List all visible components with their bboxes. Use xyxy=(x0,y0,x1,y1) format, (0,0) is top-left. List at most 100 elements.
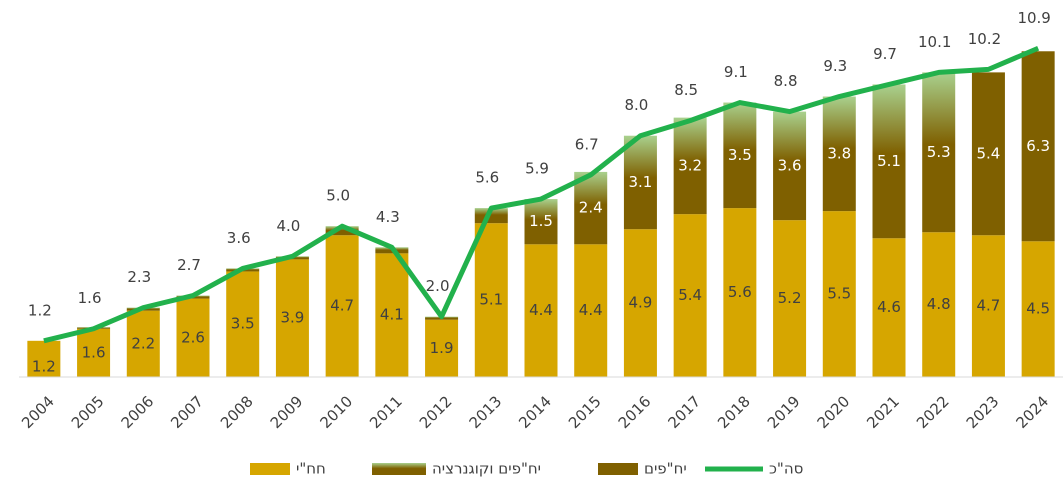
x-tick-label: 2007 xyxy=(167,392,207,432)
x-tick-label: 2004 xyxy=(18,392,58,432)
data-label: 3.5 xyxy=(728,146,752,164)
data-label: 4.8 xyxy=(927,295,951,313)
bar-segment xyxy=(872,238,906,377)
data-label: 2.0 xyxy=(426,277,450,295)
x-tick-label: 2016 xyxy=(615,392,655,432)
bar-segment xyxy=(922,232,956,377)
data-label: 5.9 xyxy=(525,160,549,178)
bar-segment xyxy=(723,102,757,209)
data-label: 4.4 xyxy=(579,301,603,319)
x-tick-label: 2021 xyxy=(863,392,903,432)
bar-segment xyxy=(1021,51,1055,242)
bar-segment xyxy=(126,310,160,377)
bar-segment xyxy=(872,84,906,239)
bar-segment xyxy=(971,235,1005,377)
data-label: 5.6 xyxy=(475,169,499,187)
data-label: 1.6 xyxy=(78,289,102,307)
data-label: 4.6 xyxy=(877,298,901,316)
legend-swatch xyxy=(372,463,426,475)
data-label: 3.6 xyxy=(778,156,802,174)
x-tick-label: 2014 xyxy=(515,392,555,432)
bar-segment xyxy=(524,199,558,245)
data-label: 10.2 xyxy=(968,30,1001,48)
x-tick-label: 2020 xyxy=(814,392,854,432)
data-label: 10.1 xyxy=(918,33,951,51)
data-label: 8.0 xyxy=(624,96,648,114)
data-label: 2.6 xyxy=(181,328,205,346)
bar-segment xyxy=(723,208,757,377)
bar-segment xyxy=(275,259,309,377)
bar-segment xyxy=(1021,241,1055,377)
data-label: 8.5 xyxy=(674,81,698,99)
x-tick-label: 2008 xyxy=(217,392,257,432)
data-label: 3.1 xyxy=(628,173,652,191)
bar-segment xyxy=(922,72,956,233)
bar-segment xyxy=(673,214,707,377)
legend-label: חח"י xyxy=(296,460,326,478)
x-tick-label: 2005 xyxy=(68,392,108,432)
bar-segment xyxy=(226,271,260,377)
data-label: 3.5 xyxy=(231,315,255,333)
data-label: 4.1 xyxy=(380,306,404,324)
data-label: 2.2 xyxy=(131,334,155,352)
bar-segment xyxy=(27,340,61,377)
bar-segment xyxy=(325,235,359,377)
data-label: 1.2 xyxy=(32,357,56,375)
data-label: 3.2 xyxy=(678,156,702,174)
x-tick-label: 2022 xyxy=(913,392,953,432)
data-label: 3.9 xyxy=(280,309,304,327)
x-tick-label: 2018 xyxy=(714,392,754,432)
data-label: 3.8 xyxy=(827,144,851,162)
data-label: 5.1 xyxy=(479,291,503,309)
data-label: 4.5 xyxy=(1026,300,1050,318)
data-label: 9.1 xyxy=(724,63,748,81)
data-label: 6.7 xyxy=(575,135,599,153)
x-tick-label: 2013 xyxy=(466,392,506,432)
data-label: 4.0 xyxy=(276,217,300,235)
x-tick-label: 2012 xyxy=(416,392,456,432)
data-label: 5.5 xyxy=(827,285,851,303)
bar-segment xyxy=(474,223,508,377)
legend-label: יח"פים וקוגנרציה xyxy=(432,460,541,478)
data-label: 6.3 xyxy=(1026,137,1050,155)
x-tick-label: 2019 xyxy=(764,392,804,432)
data-label: 5.1 xyxy=(877,152,901,170)
x-tick-label: 2011 xyxy=(366,392,406,432)
data-label: 2.4 xyxy=(579,199,603,217)
bar-segment xyxy=(822,96,856,212)
x-tick-label: 2017 xyxy=(664,392,704,432)
bar-segment xyxy=(773,220,807,377)
legend-label: יח"פים xyxy=(644,460,687,478)
data-label: 4.3 xyxy=(376,208,400,226)
data-label: 4.7 xyxy=(330,297,354,315)
data-label: 8.8 xyxy=(774,72,798,90)
bar-segment xyxy=(176,298,210,377)
data-label: 2.3 xyxy=(127,268,151,286)
data-label: 3.6 xyxy=(227,229,251,247)
data-label: 1.6 xyxy=(82,343,106,361)
bar-segment xyxy=(77,328,111,377)
data-label: 5.3 xyxy=(927,143,951,161)
x-tick-label: 2023 xyxy=(963,392,1003,432)
bar-segment xyxy=(325,226,359,236)
x-tick-label: 2010 xyxy=(316,392,356,432)
bar-segment xyxy=(623,135,657,230)
data-label: 4.9 xyxy=(628,294,652,312)
data-label: 9.7 xyxy=(873,45,897,63)
bar-segment xyxy=(524,244,558,377)
data-label: 5.2 xyxy=(778,289,802,307)
data-label: 2.7 xyxy=(177,256,201,274)
data-label: 4.4 xyxy=(529,301,553,319)
bar-segment xyxy=(673,117,707,215)
data-label: 5.6 xyxy=(728,283,752,301)
bar-segment xyxy=(375,253,409,377)
x-tick-label: 2006 xyxy=(118,392,158,432)
data-label: 1.2 xyxy=(28,301,52,319)
bar-segment xyxy=(623,229,657,377)
x-tick-label: 2015 xyxy=(565,392,605,432)
data-label: 5.4 xyxy=(976,144,1000,162)
legend-label: סה"כ xyxy=(769,460,803,478)
data-label: 4.7 xyxy=(976,297,1000,315)
bar-segment xyxy=(425,319,459,377)
